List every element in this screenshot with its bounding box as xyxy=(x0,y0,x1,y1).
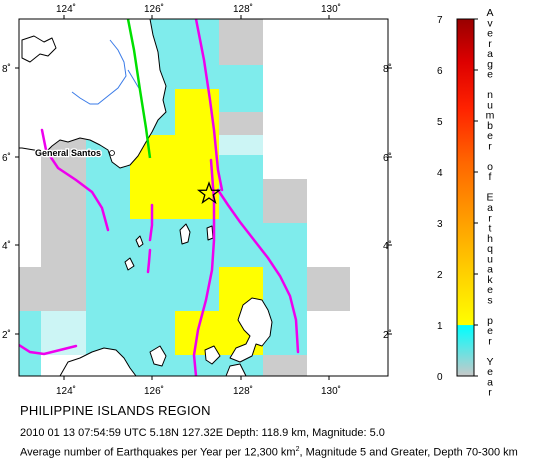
lon-tick-label-bottom: 130˚ xyxy=(321,385,341,397)
grid-cell-rate-low xyxy=(41,311,86,355)
island-south-mid xyxy=(149,345,167,367)
lon-tick-label-top: 128˚ xyxy=(233,3,253,15)
city-label: General Santos xyxy=(35,148,101,158)
grid-cell-nodata xyxy=(219,19,263,65)
halmahera-landmass xyxy=(229,297,273,363)
lat-tick-label-right: 8˚ xyxy=(383,63,392,75)
map-frame-group: General Santos 124˚ 126˚ 128˚ 130˚ 124˚ … xyxy=(2,3,392,397)
grid-cell-rate-high xyxy=(130,135,219,219)
trench-line xyxy=(148,203,154,242)
grid-cell-nodata xyxy=(263,179,307,223)
lon-tick-label-top: 130˚ xyxy=(321,3,341,15)
lat-tick-label-right: 4˚ xyxy=(383,240,392,252)
island-islet-2 xyxy=(135,235,144,248)
colorbar-tick-label: 3 xyxy=(437,219,443,230)
trench-line xyxy=(146,248,152,274)
grid-cell-nodata xyxy=(263,355,307,376)
colorbar-tick-label: 1 xyxy=(437,321,443,332)
colorbar-tick-label: 2 xyxy=(437,270,443,281)
grid-cell-nodata xyxy=(41,179,86,223)
star-icon xyxy=(196,181,222,204)
event-details: 2010 01 13 07:54:59 UTC 5.18N 127.32E De… xyxy=(20,427,385,439)
colorbar-tick-label: 5 xyxy=(437,117,443,128)
plate-boundaries xyxy=(19,19,300,376)
trench-line xyxy=(40,128,110,232)
legend-text-prefix: Average number of Earthquakes per Year p… xyxy=(20,446,296,459)
grid-cell-rate-low xyxy=(219,135,263,155)
island-talaud-2 xyxy=(206,225,214,241)
axis-ticks xyxy=(15,15,392,380)
grid-cell-nodata xyxy=(307,267,350,311)
lon-tick-label-bottom: 128˚ xyxy=(233,385,253,397)
island-talaud-1 xyxy=(179,223,191,245)
trench-line xyxy=(192,158,216,376)
rivers xyxy=(71,39,141,105)
grid-cell-rate xyxy=(219,65,263,112)
city-marker xyxy=(109,150,115,156)
colorbar-tick-label: 6 xyxy=(437,66,443,77)
lon-tick-label-bottom: 126˚ xyxy=(144,385,164,397)
map-border xyxy=(18,18,389,377)
island-south-right xyxy=(204,345,221,365)
fault-line xyxy=(126,19,152,159)
lon-tick-label-bottom: 124˚ xyxy=(56,385,76,397)
grid-cell-nodata xyxy=(219,112,263,135)
island-bottom-east xyxy=(225,363,247,376)
grid-cell-nodata xyxy=(41,223,86,267)
colorbar-tick-label: 0 xyxy=(437,372,443,383)
lat-tick-label-left: 8˚ xyxy=(2,63,11,75)
grid-cell-nodata xyxy=(19,267,86,311)
lat-tick-label-left: 2˚ xyxy=(2,329,11,341)
lat-tick-label-left: 6˚ xyxy=(2,152,11,164)
river-line xyxy=(127,69,141,91)
lon-tick-label-top: 124˚ xyxy=(56,3,76,15)
lat-tick-label-right: 2˚ xyxy=(383,329,392,341)
mindanao-landmass xyxy=(19,19,167,169)
coastlines xyxy=(19,19,273,376)
legend-text-suffix: , Magnitude 5 and Greater, Depth 70-300 … xyxy=(299,446,518,459)
grid-cell-rate xyxy=(19,311,41,376)
island-islet-1 xyxy=(124,257,135,271)
trench-line xyxy=(216,188,300,354)
island-north-west xyxy=(21,35,57,63)
colorbar-tick-label: 4 xyxy=(437,168,443,179)
lat-tick-label-left: 4˚ xyxy=(2,240,11,252)
lat-tick-label-right: 6˚ xyxy=(383,152,392,164)
lon-tick-label-top: 126˚ xyxy=(144,3,164,15)
region-title: PHILIPPINE ISLANDS REGION xyxy=(20,403,211,418)
colorbar-scale xyxy=(456,18,475,377)
legend-superscript: 2 xyxy=(295,446,300,453)
map-legend-description: Average number of Earthquakes per Year p… xyxy=(20,446,518,459)
trench-line xyxy=(194,19,224,192)
river-line xyxy=(71,39,127,105)
trench-line xyxy=(19,343,78,356)
colorbar-tick-label: 7 xyxy=(437,15,443,26)
sulawesi-north-landmass xyxy=(59,347,137,376)
